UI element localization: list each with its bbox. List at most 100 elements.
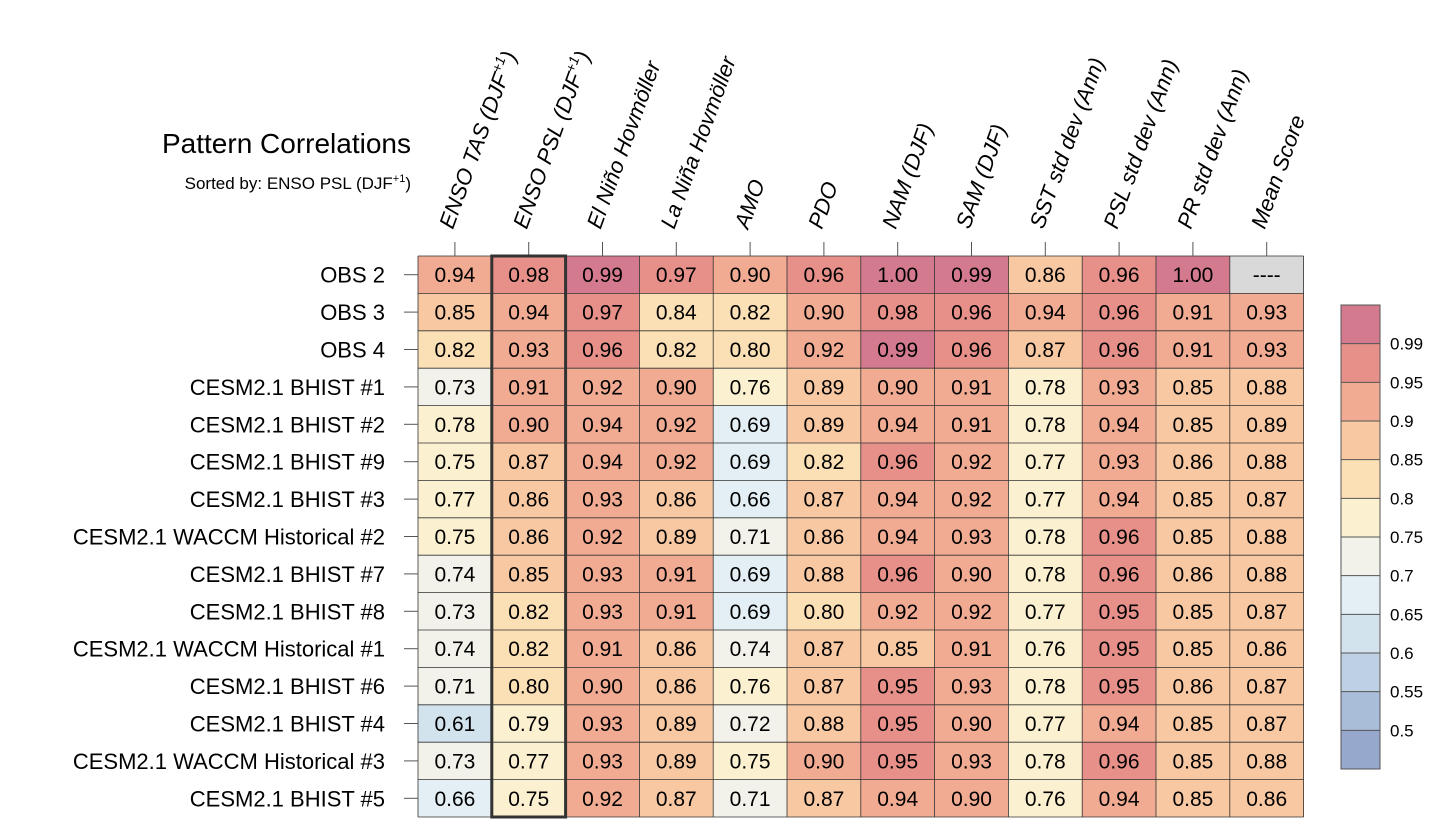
cell-value: 0.94	[877, 414, 918, 437]
cell-value: 0.90	[730, 264, 771, 287]
heatmap-cell	[1156, 667, 1230, 705]
heatmap-cell	[713, 405, 787, 443]
heatmap-cell	[860, 256, 935, 294]
cell-value: 0.73	[434, 750, 475, 773]
cell-value: 0.86	[1172, 451, 1213, 474]
cell-value: 0.80	[730, 339, 771, 362]
cell-value: 0.69	[730, 414, 771, 437]
cell-value: 0.93	[582, 601, 623, 624]
cell-value: 0.98	[508, 264, 549, 287]
heatmap-cell	[934, 555, 1009, 593]
heatmap-cell	[860, 704, 935, 743]
cell-value: 0.97	[656, 264, 697, 287]
heatmap-cell	[713, 330, 787, 369]
row-label: CESM2.1 BHIST #3	[190, 487, 385, 512]
cell-value: 0.91	[582, 638, 623, 661]
heatmap-cell	[1008, 256, 1083, 294]
chart-title: Pattern Correlations	[162, 128, 411, 159]
cell-value: 0.85	[1172, 750, 1213, 773]
row-label: CESM2.1 BHIST #2	[190, 412, 385, 437]
cell-value: 0.86	[656, 676, 697, 699]
cell-value: 0.95	[877, 750, 918, 773]
column-label-text: NAM (DJF)	[877, 120, 938, 232]
column-label: El Niño Hovmöller	[582, 56, 666, 232]
heatmap-cell	[787, 742, 861, 780]
cell-value: 0.76	[730, 376, 771, 399]
heatmap-cell	[491, 293, 566, 331]
heatmap-cell	[565, 480, 640, 518]
heatmap-cell	[418, 517, 492, 556]
sorted-column-highlight	[490, 254, 568, 819]
heatmap-cell	[934, 480, 1009, 518]
cell-value: 0.87	[1246, 601, 1287, 624]
heatmap-cell	[1082, 443, 1156, 481]
heatmap-cell	[860, 480, 935, 518]
chart-subtitle: Sorted by: ENSO PSL (DJF+1)	[185, 173, 411, 193]
cell-value: 0.91	[508, 376, 549, 399]
heatmap-cell	[934, 667, 1009, 705]
colorbar-label: 0.75	[1390, 528, 1423, 547]
colorbar-swatch	[1341, 730, 1380, 769]
cell-value: 0.86	[1172, 676, 1213, 699]
heatmap-cell	[860, 779, 935, 817]
heatmap-cell	[639, 592, 714, 630]
cell-value: 0.92	[656, 414, 697, 437]
heatmap-cell	[1229, 592, 1304, 630]
cell-value: 0.96	[877, 563, 918, 586]
cell-value: 0.99	[877, 339, 918, 362]
heatmap-cell	[1008, 480, 1083, 518]
heatmap-cell	[787, 368, 861, 406]
heatmap-cell	[1008, 330, 1083, 369]
heatmap-cell	[418, 592, 492, 630]
cell-value: 0.96	[1099, 339, 1140, 362]
cell-value: ----	[1253, 264, 1281, 287]
cell-value: 0.91	[1172, 339, 1213, 362]
cell-value: 0.90	[951, 788, 992, 811]
cell-value: 0.82	[803, 451, 844, 474]
colorbar-swatch	[1341, 343, 1380, 383]
cell-value: 0.96	[582, 339, 623, 362]
row-label: OBS 2	[320, 263, 385, 288]
cell-value: 0.88	[1246, 563, 1287, 586]
heatmap-cell	[860, 667, 935, 705]
cell-value: 0.73	[434, 376, 475, 399]
cell-value: 0.91	[656, 601, 697, 624]
cell-value: 0.99	[951, 264, 992, 287]
cell-value: 0.96	[803, 264, 844, 287]
heatmap-cell	[639, 667, 714, 705]
cell-value: 0.93	[951, 676, 992, 699]
heatmap-cell	[860, 742, 935, 780]
cell-value: 0.69	[730, 451, 771, 474]
column-label-superscript: +1	[488, 54, 508, 74]
heatmap-cell	[418, 368, 492, 406]
cell-value: 0.88	[1246, 451, 1287, 474]
heatmap-cell	[787, 443, 861, 481]
cell-value: 0.77	[1025, 451, 1066, 474]
column-label: SST std dev (Ann)	[1025, 54, 1110, 231]
cell-value: 0.88	[1246, 750, 1287, 773]
heatmap-cell	[1008, 779, 1083, 817]
heatmap-cell	[1229, 480, 1304, 518]
column-label-text: PDO	[803, 178, 843, 231]
colorbar-label: 0.6	[1390, 644, 1414, 663]
cell-value: 0.76	[1025, 788, 1066, 811]
cell-value: 0.82	[508, 601, 549, 624]
heatmap-cell	[565, 368, 640, 406]
heatmap-cell	[491, 779, 566, 817]
heatmap-cell	[934, 330, 1009, 369]
heatmap-cell	[491, 368, 566, 406]
heatmap-cell	[418, 293, 492, 331]
column-label-text: El Niño Hovmöller	[582, 56, 666, 232]
heatmap-cell	[787, 704, 861, 743]
heatmap-cell	[1229, 517, 1304, 556]
cell-value: 0.89	[656, 526, 697, 549]
cell-value: 0.75	[434, 451, 475, 474]
heatmap-cell	[1156, 330, 1230, 369]
heatmap-cell	[418, 779, 492, 817]
cell-value: 0.98	[877, 302, 918, 325]
column-label-text: SAM (DJF)	[951, 121, 1012, 232]
heatmap-cell	[787, 293, 861, 331]
heatmap-cell	[787, 555, 861, 593]
cell-value: 0.90	[582, 676, 623, 699]
row-label: CESM2.1 BHIST #8	[190, 599, 385, 624]
